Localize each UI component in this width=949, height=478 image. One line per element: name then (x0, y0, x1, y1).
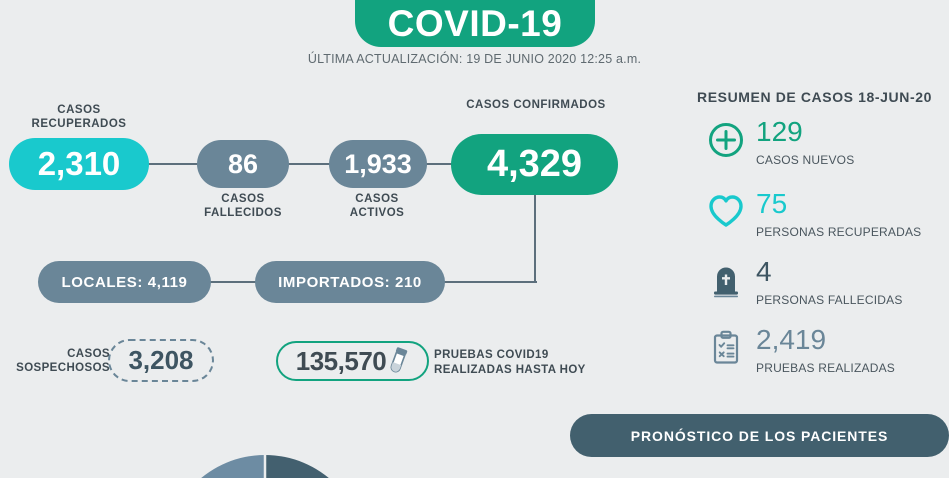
patient-outcome-pie-chart[interactable] (165, 455, 365, 478)
test-tube-icon (390, 347, 408, 373)
label-pruebas-covid19: PRUEBAS COVID19 REALIZADAS HASTA HOY (434, 349, 586, 376)
pronostico-de-los-pacientes-button[interactable]: PRONÓSTICO DE LOS PACIENTES (570, 414, 949, 457)
page-title: COVID-19 (355, 0, 595, 47)
value-casos-importados[interactable]: IMPORTADOS: 210 (255, 261, 445, 303)
value-casos-locales[interactable]: LOCALES: 4,119 (38, 261, 211, 303)
summary-label-pruebas-realizadas: PRUEBAS REALIZADAS (756, 361, 895, 375)
value-casos-confirmados[interactable]: 4,329 (451, 134, 618, 195)
connector-locales-importados (207, 281, 259, 283)
summary-value-personas-recuperadas: 75 (756, 188, 788, 219)
summary-value-casos-nuevos: 129 (756, 116, 803, 147)
connector-recuperados-fallecidos (145, 163, 201, 165)
label-casos-fallecidos: CASOS FALLECIDOS (204, 193, 282, 220)
label-casos-activos: CASOS ACTIVOS (349, 193, 405, 220)
summary-text-casos-nuevos: 129 CASOS NUEVOS (752, 116, 855, 168)
clipboard-icon (700, 326, 752, 368)
summary-label-casos-nuevos: CASOS NUEVOS (756, 153, 855, 167)
pie-chart-svg (165, 455, 365, 478)
plus-circle-icon (700, 118, 752, 160)
label-casos-recuperados: CASOS RECUPERADOS (31, 104, 127, 131)
last-update-text: ÚLTIMA ACTUALIZACIÓN: 19 DE JUNIO 2020 1… (307, 52, 642, 66)
value-casos-activos[interactable]: 1,933 (329, 140, 427, 188)
summary-value-personas-fallecidas: 4 (756, 256, 772, 287)
label-casos-sospechosos: CASOS SOSPECHOSOS (16, 348, 110, 375)
tombstone-icon (700, 258, 752, 300)
summary-label-personas-recuperadas: PERSONAS RECUPERADAS (756, 225, 922, 239)
label-casos-confirmados: CASOS CONFIRMADOS (466, 99, 606, 111)
value-pruebas-covid19: 135,570 (295, 345, 387, 376)
connector-fallecidos-activos (285, 163, 333, 165)
summary-text-personas-recuperadas: 75 PERSONAS RECUPERADAS (752, 188, 922, 240)
connector-importados-branch (441, 281, 537, 283)
summary-row-personas-recuperadas: 75 PERSONAS RECUPERADAS (700, 190, 949, 239)
connector-activos-confirmados (423, 163, 457, 165)
summary-text-personas-fallecidas: 4 PERSONAS FALLECIDAS (752, 256, 903, 308)
summary-row-personas-fallecidas: 4 PERSONAS FALLECIDAS (700, 258, 949, 307)
pruebas-pill[interactable]: 135,570 (276, 341, 429, 381)
heart-icon (700, 190, 752, 230)
summary-label-personas-fallecidas: PERSONAS FALLECIDAS (756, 293, 903, 307)
summary-row-pruebas-realizadas: 2,419 PRUEBAS REALIZADAS (700, 326, 949, 375)
value-casos-fallecidos[interactable]: 86 (197, 140, 289, 188)
value-casos-sospechosos[interactable]: 3,208 (108, 339, 214, 382)
summary-value-pruebas-realizadas: 2,419 (756, 324, 827, 355)
summary-title: RESUMEN DE CASOS 18-JUN-20 (697, 89, 932, 105)
connector-confirmados-branch (534, 192, 536, 283)
summary-row-casos-nuevos: 129 CASOS NUEVOS (700, 118, 949, 167)
pie-slice-right[interactable] (265, 455, 365, 478)
value-casos-recuperados[interactable]: 2,310 (9, 138, 149, 190)
summary-text-pruebas-realizadas: 2,419 PRUEBAS REALIZADAS (752, 324, 895, 376)
pie-slice-left[interactable] (165, 455, 265, 478)
